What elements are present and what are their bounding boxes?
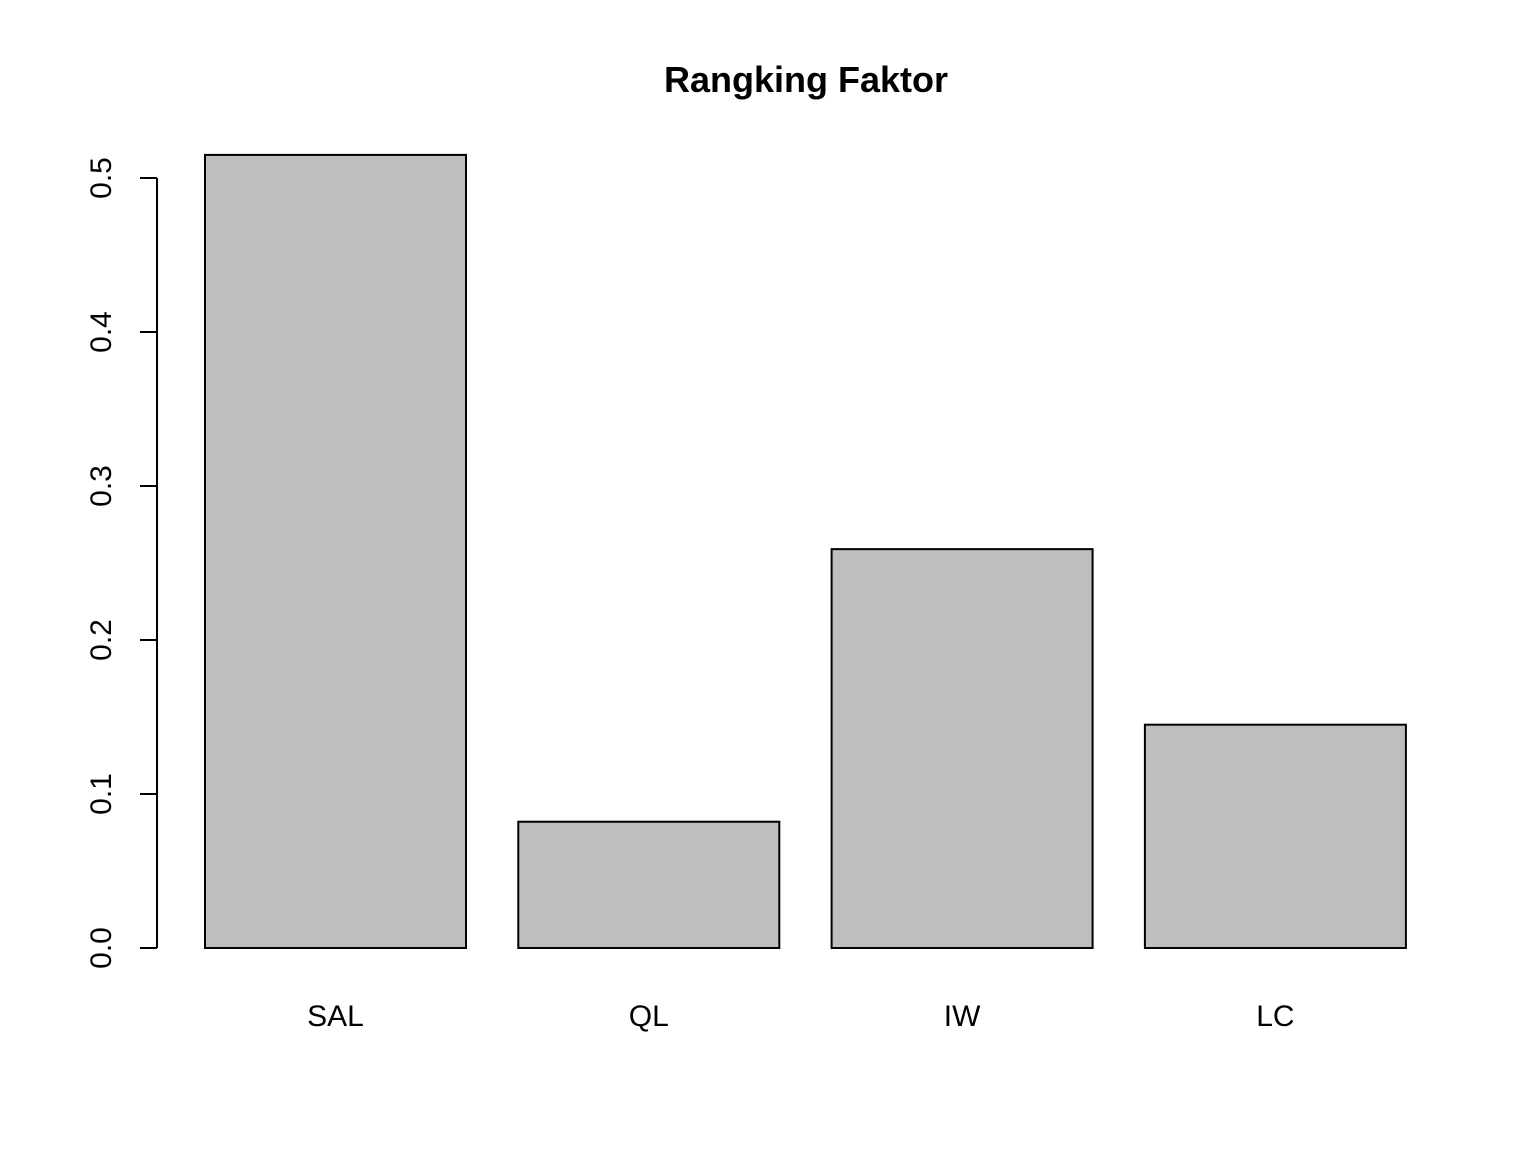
y-tick-label: 0.4 xyxy=(85,311,118,353)
bar-iw xyxy=(830,548,1094,949)
y-tick-label: 0.5 xyxy=(85,157,118,199)
bar-sal xyxy=(204,153,467,949)
bar-ql xyxy=(517,820,781,949)
y-tick-label: 0.1 xyxy=(85,773,118,815)
y-tick-label: 0.2 xyxy=(85,619,118,661)
y-tick-label: 0.3 xyxy=(85,465,118,507)
x-tick-label: IW xyxy=(944,1000,981,1033)
bars-group xyxy=(204,153,1407,950)
bar-lc xyxy=(1143,723,1407,950)
x-tick-label: QL xyxy=(629,1000,669,1033)
x-axis-labels: SAL QL IW LC xyxy=(307,1000,1294,1033)
x-tick-label: SAL xyxy=(307,1000,364,1033)
y-axis: 0.0 0.1 0.2 0.3 0.4 0.5 xyxy=(85,157,158,969)
y-tick-label: 0.0 xyxy=(85,927,118,969)
x-tick-label: LC xyxy=(1256,1000,1294,1033)
chart-title: Rangking Faktor xyxy=(664,59,948,100)
